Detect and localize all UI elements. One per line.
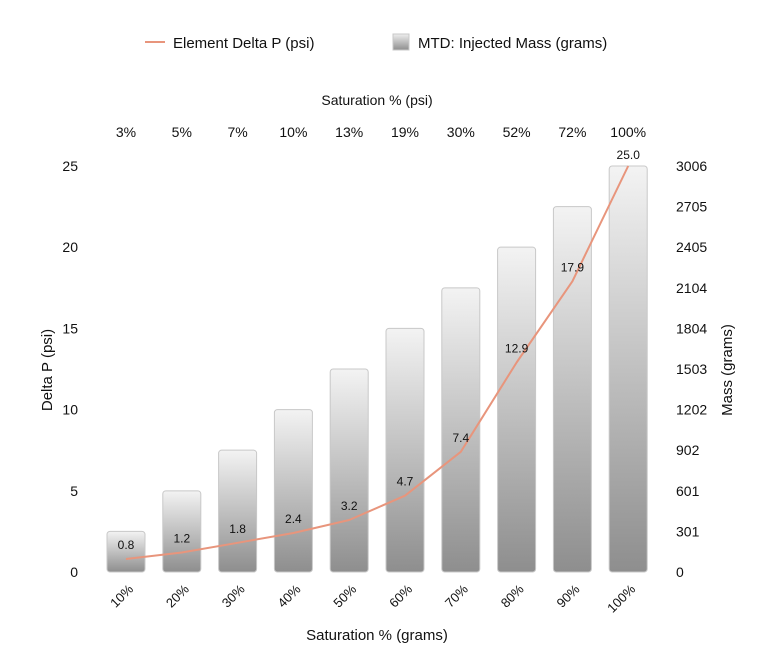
- top-tick-label: 100%: [610, 124, 646, 140]
- left-tick-label: 20: [62, 239, 78, 255]
- bar-series: [106, 165, 648, 573]
- line-path: [125, 165, 630, 560]
- x-tick-label: 20%: [163, 581, 192, 610]
- line-data-labels: 0.8 1.2 1.8 2.4 3.2 4.7 7.4 12.9 17.9 25.0: [118, 148, 641, 552]
- top-axis-title: Saturation % (psi): [321, 92, 432, 108]
- line-series: [125, 165, 630, 560]
- left-tick-label: 5: [70, 483, 78, 499]
- right-tick-label: 2104: [676, 280, 707, 296]
- bar: [106, 530, 146, 573]
- top-tick-label: 10%: [279, 124, 307, 140]
- top-tick-label: 7%: [227, 124, 247, 140]
- right-tick-label: 2705: [676, 199, 707, 215]
- left-tick-label: 10: [62, 402, 78, 418]
- right-tick-label: 1804: [676, 320, 707, 336]
- left-tick-label: 0: [70, 564, 78, 580]
- line-data-label: 7.4: [452, 431, 469, 445]
- bar: [273, 409, 313, 573]
- x-tick-label: 100%: [604, 581, 638, 615]
- bar: [497, 246, 537, 573]
- line-data-label: 3.2: [341, 499, 358, 513]
- x-tick-label: 50%: [330, 581, 359, 610]
- right-tick-label: 1202: [676, 402, 707, 418]
- top-axis-ticks: 3% 5% 7% 10% 13% 19% 30% 52% 72% 100%: [116, 124, 646, 140]
- left-axis-title: Delta P (psi): [39, 329, 56, 411]
- legend-bar-label: MTD: Injected Mass (grams): [418, 35, 607, 52]
- right-tick-label: 3006: [676, 158, 707, 174]
- right-tick-label: 0: [676, 564, 684, 580]
- top-tick-label: 3%: [116, 124, 136, 140]
- line-data-label: 4.7: [397, 475, 414, 489]
- legend: Element Delta P (psi) MTD: Injected Mass…: [145, 33, 607, 52]
- right-tick-label: 1503: [676, 361, 707, 377]
- x-tick-label: 10%: [107, 581, 136, 610]
- bar: [608, 165, 648, 573]
- x-tick-label: 90%: [554, 581, 583, 610]
- x-axis-title: Saturation % (grams): [306, 627, 448, 644]
- bar: [441, 287, 481, 573]
- top-tick-label: 5%: [172, 124, 192, 140]
- top-tick-label: 52%: [503, 124, 531, 140]
- line-data-label: 1.8: [229, 522, 246, 536]
- right-tick-label: 601: [676, 483, 700, 499]
- line-data-label: 12.9: [505, 342, 529, 356]
- x-tick-label: 70%: [442, 581, 471, 610]
- left-axis-ticks: 0 5 10 15 20 25: [62, 158, 78, 580]
- right-tick-label: 902: [676, 442, 700, 458]
- left-tick-label: 25: [62, 158, 78, 174]
- line-data-label: 17.9: [561, 260, 585, 274]
- right-axis-ticks: 0 301 601 902 1202 1503 1804 2104 2405 2705 3006: [676, 158, 707, 580]
- bar: [329, 368, 369, 573]
- bar: [552, 206, 592, 573]
- top-tick-label: 13%: [335, 124, 363, 140]
- left-tick-label: 15: [62, 320, 78, 336]
- x-tick-label: 60%: [386, 581, 415, 610]
- line-data-label: 2.4: [285, 512, 302, 526]
- x-tick-label: 30%: [219, 581, 248, 610]
- legend-line-label: Element Delta P (psi): [173, 35, 314, 52]
- top-tick-label: 72%: [558, 124, 586, 140]
- top-tick-label: 30%: [447, 124, 475, 140]
- line-data-label: 0.8: [118, 538, 135, 552]
- right-tick-label: 301: [676, 523, 700, 539]
- legend-bar-swatch: [392, 33, 410, 51]
- x-tick-label: 40%: [275, 581, 304, 610]
- bar: [218, 449, 258, 573]
- line-data-label: 1.2: [173, 532, 190, 546]
- x-tick-label: 80%: [498, 581, 527, 610]
- right-tick-label: 2405: [676, 239, 707, 255]
- bar: [385, 327, 425, 573]
- top-tick-label: 19%: [391, 124, 419, 140]
- right-axis-title: Mass (grams): [719, 324, 736, 416]
- line-data-label: 25.0: [617, 148, 641, 162]
- x-axis-ticks: 10% 20% 30% 40% 50% 60% 70% 80% 90% 100%: [107, 581, 639, 615]
